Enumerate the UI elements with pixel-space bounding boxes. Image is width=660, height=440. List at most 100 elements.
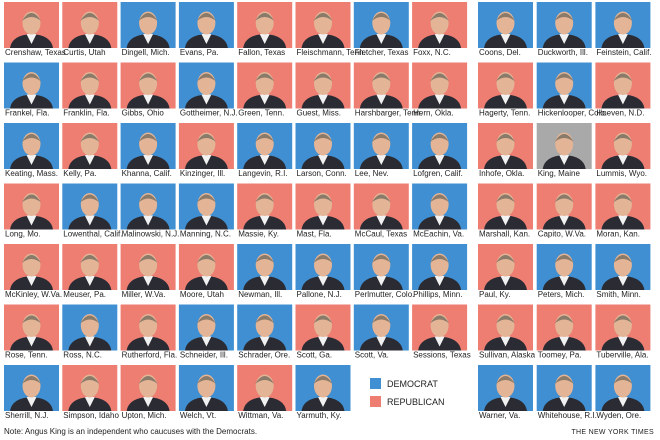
member-name: Phillips, Minn. bbox=[413, 290, 462, 299]
member-tile: Mast, Fla. bbox=[295, 183, 351, 239]
portrait-collar bbox=[259, 94, 270, 105]
portrait-collar bbox=[617, 276, 628, 286]
member-name: Scott, Va. bbox=[355, 351, 389, 360]
member-name: Simpson, Idaho bbox=[63, 411, 119, 420]
member-tile: Pallone, N.J. bbox=[295, 244, 351, 299]
member-name: Moran, Kan. bbox=[596, 230, 640, 239]
member-tile: Kinzinger, Ill. bbox=[178, 123, 234, 178]
member-name: Duckworth, Ill. bbox=[538, 48, 588, 57]
member-name: Fletcher, Texas bbox=[355, 48, 409, 57]
member-name: Newman, Ill. bbox=[238, 290, 282, 299]
member-tile: Schrader, Ore. bbox=[237, 304, 293, 360]
member-tile: McKinley, W.Va. bbox=[4, 244, 62, 299]
portrait-collar bbox=[26, 215, 37, 226]
portrait-hair bbox=[371, 194, 391, 203]
member-name: Perlmutter, Colo. bbox=[355, 290, 415, 299]
portrait-hair bbox=[80, 13, 100, 21]
member-tile: Moran, Kan. bbox=[595, 183, 651, 239]
member-tile: Moore, Utah bbox=[178, 244, 234, 299]
member-name: Evans, Pa. bbox=[180, 48, 219, 57]
portrait-collar bbox=[84, 276, 95, 286]
member-tile: Sherrill, N.J. bbox=[4, 365, 59, 420]
member-name: Schrader, Ore. bbox=[238, 351, 290, 360]
member-name: Dingell, Mich. bbox=[122, 48, 170, 57]
portrait-hair bbox=[255, 134, 275, 142]
member-name: Frankel, Fla. bbox=[5, 109, 49, 118]
member-name: Manning, N.C. bbox=[180, 230, 231, 239]
member-name: Whitehouse, R.I. bbox=[538, 411, 597, 420]
portrait-hair bbox=[313, 376, 333, 384]
member-name: Capito, W.Va. bbox=[538, 230, 586, 239]
member-tile: Inhofe, Okla. bbox=[478, 123, 533, 178]
portrait-collar bbox=[559, 215, 570, 226]
member-name: Coons, Del. bbox=[479, 48, 521, 57]
portrait-hair bbox=[255, 255, 275, 263]
portrait-collar bbox=[318, 336, 328, 347]
member-name: Rutherford, Fla. bbox=[122, 351, 178, 360]
portrait-collar bbox=[434, 215, 445, 226]
portrait-collar bbox=[617, 336, 628, 347]
member-tile: Fletcher, Texas bbox=[353, 2, 409, 57]
member-tile: Perlmutter, Colo. bbox=[353, 244, 415, 299]
member-tile: Tuberville, Ala. bbox=[595, 304, 651, 360]
member-name: Sherrill, N.J. bbox=[5, 411, 49, 420]
member-name: Moore, Utah bbox=[180, 290, 224, 299]
portrait-collar bbox=[259, 155, 270, 165]
portrait-hair bbox=[554, 376, 574, 384]
member-name: Feinstein, Calif. bbox=[596, 48, 651, 57]
member-tile: Malinowski, N.J. bbox=[120, 183, 179, 239]
member-tile: Khanna, Calif. bbox=[120, 123, 176, 178]
member-name: Upton, Mich. bbox=[122, 411, 167, 420]
member-name: Inhofe, Okla. bbox=[479, 169, 524, 178]
portrait-hair bbox=[313, 13, 333, 21]
portrait-hair bbox=[313, 255, 333, 263]
portrait-hair bbox=[196, 255, 216, 263]
member-name: Meuser, Pa. bbox=[63, 290, 106, 299]
member-tile: Toomey, Pa. bbox=[536, 304, 592, 360]
portrait-collar bbox=[617, 155, 628, 165]
member-name: Hagerty, Tenn. bbox=[479, 109, 530, 118]
member-tile: Scott, Va. bbox=[353, 304, 409, 360]
portrait-hair bbox=[138, 13, 158, 21]
portrait-hair bbox=[371, 315, 391, 324]
portrait-hair bbox=[430, 315, 450, 324]
member-tile: Franklin, Fla. bbox=[62, 62, 118, 118]
portrait-hair bbox=[255, 376, 275, 384]
portrait-hair bbox=[371, 73, 391, 82]
member-name: King, Maine bbox=[538, 169, 581, 178]
portrait-hair bbox=[430, 134, 450, 142]
member-tile: Wittman, Va. bbox=[237, 365, 293, 420]
portrait-hair bbox=[613, 194, 633, 203]
portrait-collar bbox=[143, 94, 154, 105]
portrait-hair bbox=[196, 194, 216, 203]
portrait-hair bbox=[613, 376, 633, 384]
member-tile: Welch, Vt. bbox=[178, 365, 234, 420]
legend-label: REPUBLICAN bbox=[387, 397, 445, 407]
member-name: Larson, Conn. bbox=[297, 169, 347, 178]
member-tile: Gibbs, Ohio bbox=[120, 62, 176, 118]
member-name: Gottheimer, N.J. bbox=[180, 109, 238, 118]
portrait-collar bbox=[201, 34, 212, 44]
member-tile: Lofgren, Calif. bbox=[412, 123, 468, 178]
portrait-collar bbox=[318, 276, 328, 286]
portrait-hair bbox=[138, 134, 158, 142]
portrait-hair bbox=[313, 194, 333, 203]
member-tile: Fallon, Texas bbox=[237, 2, 293, 57]
portrait-collar bbox=[201, 276, 212, 286]
portrait-collar bbox=[500, 155, 511, 165]
member-name: Mast, Fla. bbox=[297, 230, 332, 239]
portrait-hair bbox=[196, 134, 216, 142]
member-name: Scott, Ga. bbox=[297, 351, 333, 360]
portrait-hair bbox=[430, 194, 450, 203]
portrait-hair bbox=[22, 73, 41, 82]
portrait-hair bbox=[554, 134, 574, 142]
credit: THE NEW YORK TIMES bbox=[571, 429, 654, 436]
portrait-collar bbox=[376, 215, 387, 226]
portrait-collar bbox=[376, 155, 387, 165]
portrait-collar bbox=[559, 34, 570, 44]
portrait-collar bbox=[500, 215, 511, 226]
member-tile: Newman, Ill. bbox=[237, 244, 293, 299]
member-name: Marshall, Kan. bbox=[479, 230, 530, 239]
portrait-collar bbox=[84, 34, 95, 44]
member-tile: Schneider, Ill. bbox=[178, 304, 234, 360]
